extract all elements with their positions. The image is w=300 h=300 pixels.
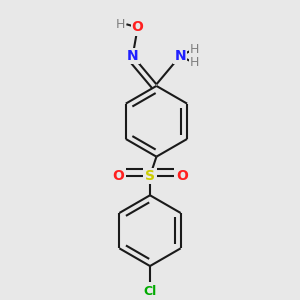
Text: O: O bbox=[132, 20, 144, 34]
Text: Cl: Cl bbox=[143, 285, 157, 298]
Text: O: O bbox=[176, 169, 188, 183]
Text: N: N bbox=[174, 49, 186, 63]
Text: O: O bbox=[112, 169, 124, 183]
Text: H: H bbox=[190, 43, 200, 56]
Text: H: H bbox=[190, 56, 200, 69]
Text: H: H bbox=[115, 18, 125, 31]
Text: S: S bbox=[145, 169, 155, 183]
Text: N: N bbox=[127, 49, 139, 63]
